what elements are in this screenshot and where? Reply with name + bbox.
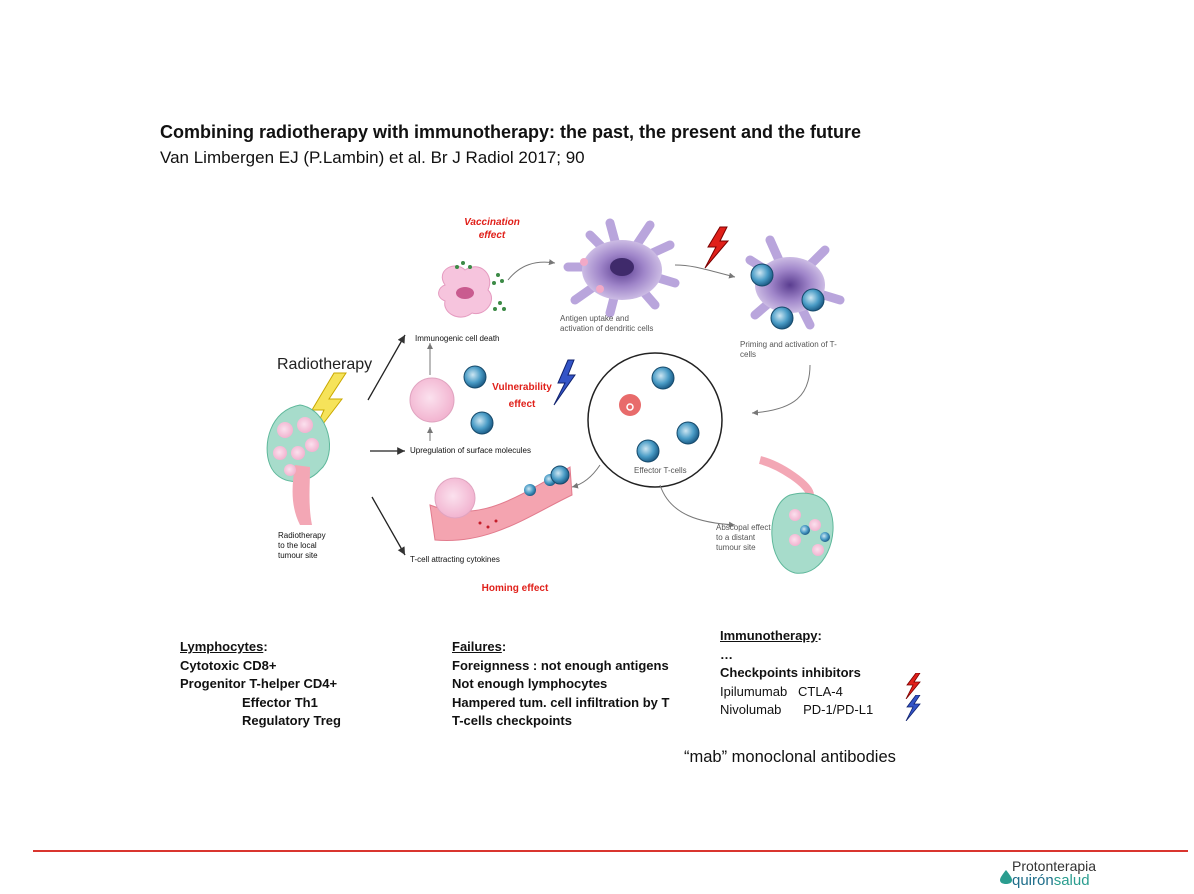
- logo-text-top: Protonterapia: [1012, 858, 1097, 874]
- mab-note: “mab” monoclonal antibodies: [684, 748, 896, 766]
- upregulation-label: Upregulation of surface molecules: [410, 446, 531, 455]
- lymph-line: Cytotoxic CD8+: [180, 657, 277, 673]
- vaccination-label-2: effect: [479, 230, 506, 241]
- drug2-name: Nivolumab: [720, 702, 782, 717]
- lymphocytes-list: Lymphocytes: Cytotoxic CD8+ Progenitor T…: [180, 638, 341, 731]
- abscopal-line1: Abscopal effect: [716, 523, 771, 532]
- logo-text-b: salud: [1053, 872, 1090, 889]
- protonterapia-logo: Protonterapia quirónsalud: [1000, 858, 1120, 892]
- vulnerability-label-2: effect: [509, 399, 536, 410]
- failure-line: Foreignness : not enough antigens: [452, 657, 669, 673]
- distant-tumour-illustration: [758, 456, 834, 574]
- vulnerability-label-1: Vulnerability: [492, 382, 552, 393]
- radiotherapy-label: Radiotherapy: [277, 356, 372, 373]
- vessel-illustration: [429, 465, 573, 542]
- immuno-ellipsis: …: [720, 646, 733, 662]
- effector-circle: [587, 352, 723, 488]
- priming-illustration: [745, 235, 845, 330]
- abscopal-line2: to a distant: [716, 533, 756, 542]
- logo-drop-icon: [1000, 870, 1012, 884]
- vulnerable-cell-illustration: [409, 377, 455, 423]
- effector-cells-illustration: [619, 366, 700, 463]
- tcell-cytokines-label: T-cell attracting cytokines: [410, 555, 500, 564]
- priming-line2: cells: [740, 350, 756, 359]
- drug2-target: PD-1/PD-L1: [803, 702, 874, 717]
- local-site-line2: to the local: [278, 541, 317, 550]
- antigen-uptake-line1: Antigen uptake and: [560, 314, 629, 323]
- immunogenic-label: Immunogenic cell death: [415, 334, 500, 343]
- effector-label: Effector T-cells: [634, 466, 687, 475]
- lymph-sub-line: Regulatory Treg: [242, 713, 341, 728]
- dying-cell-illustration: [438, 261, 506, 318]
- failures-list: Failures: Foreignness : not enough antig…: [452, 638, 669, 731]
- slide-subtitle: Van Limbergen EJ (P.Lambin) et al. Br J …: [160, 148, 585, 167]
- drug1-target: CTLA-4: [798, 683, 843, 699]
- vaccination-label-1: Vaccination: [464, 217, 520, 228]
- drug1-name: Ipilumumab: [720, 683, 788, 699]
- lymph-sub-line: Effector Th1: [242, 694, 318, 710]
- failure-line: Not enough lymphocytes: [452, 676, 608, 691]
- red-lightning-icon: [704, 226, 730, 269]
- immunotherapy-heading: Immunotherapy: [720, 628, 818, 643]
- local-site-line3: tumour site: [278, 551, 318, 560]
- failures-heading: Failures: [452, 639, 502, 654]
- failure-line: Hampered tum. cell infiltration by T: [452, 694, 670, 710]
- priming-line1: Priming and activation of T-: [740, 340, 837, 349]
- checkpoints-label: Checkpoints inhibitors: [720, 665, 861, 680]
- homing-label: Homing effect: [482, 583, 549, 594]
- abscopal-line3: tumour site: [716, 543, 756, 552]
- logo-text-a: quirón: [1012, 872, 1054, 889]
- blue-lightning-icon: [553, 359, 576, 406]
- antigen-uptake-line2: activation of dendritic cells: [560, 324, 653, 333]
- red-lightning-icon: [905, 672, 921, 699]
- failure-line: T-cells checkpoints: [452, 713, 572, 728]
- primary-tumour-illustration: [266, 404, 330, 525]
- blue-lightning-icon: [905, 695, 921, 721]
- immunotherapy-list: Immunotherapy: … Checkpoints inhibitors …: [720, 627, 921, 721]
- radio-immuno-diagram: Radiotherapy Radiotherapy to the local t…: [266, 217, 845, 594]
- lymph-line: Progenitor T-helper CD4+: [180, 676, 338, 691]
- dendritic-cell-illustration: [563, 218, 680, 318]
- local-site-line1: Radiotherapy: [278, 531, 326, 540]
- footer-divider: [33, 850, 1188, 852]
- lymphocytes-heading: Lymphocytes: [180, 639, 264, 654]
- slide-title: Combining radiotherapy with immunotherap…: [160, 122, 862, 142]
